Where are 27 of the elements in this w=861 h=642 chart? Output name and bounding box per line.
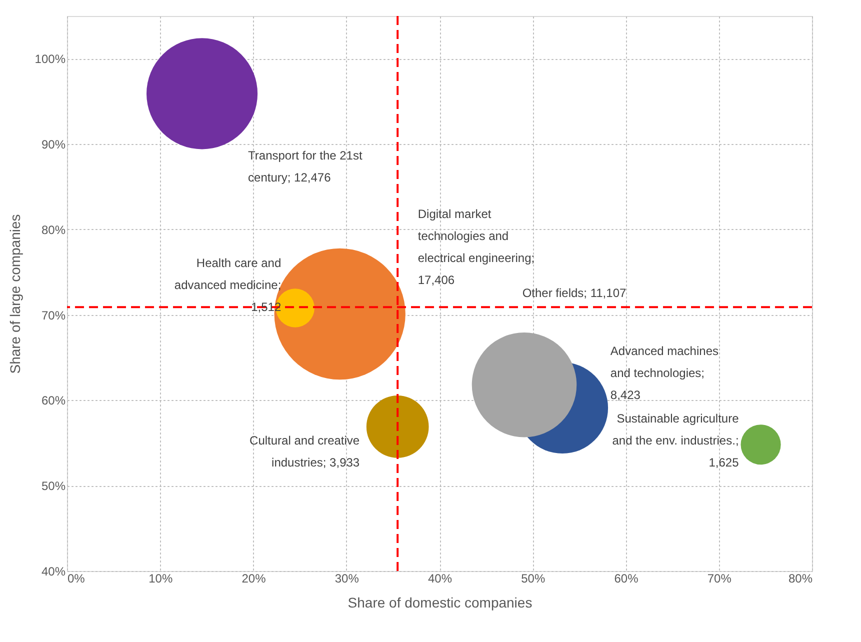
- x-tick-label: 60%: [614, 572, 639, 586]
- text: Transport for the 21st century; 12,476: [248, 148, 362, 185]
- x-tick-label: 80%: [788, 572, 813, 586]
- series-label: Sustainable agriculture and the env. industries.;: [612, 412, 740, 448]
- text: Digital market technologies and electrical engineering;: [418, 206, 535, 265]
- x-tick-label: 10%: [148, 572, 173, 586]
- y-tick-label: 70%: [41, 308, 66, 322]
- x-tick-label: 40%: [428, 572, 452, 586]
- x-tick-label: 50%: [521, 572, 546, 586]
- y-tick-label: 60%: [41, 394, 66, 408]
- data-label: 8,423: [610, 388, 641, 402]
- y-tick-label: 100%: [34, 52, 66, 66]
- x-tick-label: 70%: [707, 572, 732, 586]
- text: Cultural and creative industries; 3,933: [250, 434, 360, 470]
- data-label: 1,625: [708, 456, 740, 470]
- x-tick-label: 20%: [242, 572, 266, 586]
- data-label: 17,406: [418, 272, 455, 287]
- x-tick-label: 30%: [334, 572, 360, 586]
- y-tick-label: 80%: [41, 222, 66, 237]
- series-label: Health care and advanced medicine;: [174, 256, 282, 292]
- x-axis-title: Share of domestic companies: [348, 594, 532, 610]
- text: Other fields; 11,107: [522, 286, 626, 300]
- y-tick-label: 90%: [41, 138, 66, 152]
- y-tick-label: 50%: [41, 479, 66, 494]
- x-tick-label: 0%: [68, 572, 86, 586]
- y-axis-title: Share of large companies: [6, 214, 23, 374]
- series-label: Advanced machines and technologies;: [610, 344, 719, 380]
